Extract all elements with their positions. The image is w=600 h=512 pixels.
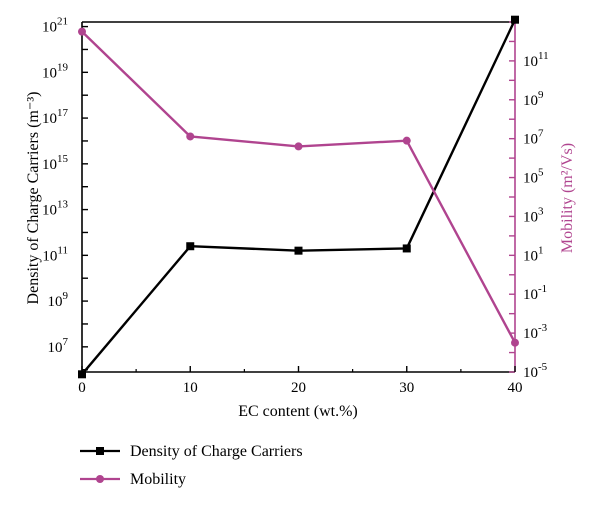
- data-point-mobility: [402, 136, 411, 145]
- data-point-density-of-charge-carriers: [511, 15, 519, 24]
- left-tick-label: 107: [48, 336, 69, 356]
- data-point-mobility: [186, 132, 195, 141]
- legend-label-density: Density of Charge Carriers: [130, 443, 303, 460]
- data-point-density-of-charge-carriers: [402, 244, 411, 253]
- x-tick-label: 20: [291, 380, 306, 396]
- x-tick-label: 10: [183, 380, 198, 396]
- right-tick-label: 109: [523, 89, 544, 109]
- left-tick-label: 1019: [42, 61, 69, 81]
- left-tick-label: 1015: [42, 153, 69, 173]
- legend-entry-mobility: Mobility: [80, 471, 186, 488]
- legend: Density of Charge Carriers Mobility: [80, 443, 303, 488]
- legend-entry-density: Density of Charge Carriers: [80, 443, 303, 460]
- legend-marker-mobility: [96, 475, 104, 483]
- series-line-density-of-charge-carriers: [81, 19, 517, 376]
- right-tick-label: 10-3: [523, 322, 548, 342]
- right-tick-label: 107: [523, 128, 544, 148]
- right-y-axis-title: Mobility (m²/Vs): [559, 143, 576, 253]
- left-tick-label: 109: [48, 290, 69, 310]
- left-tick-label: 1017: [42, 107, 69, 127]
- legend-label-mobility: Mobility: [130, 471, 186, 488]
- data-point-density-of-charge-carriers: [294, 246, 303, 255]
- series: [78, 15, 519, 379]
- right-tick-label: 101: [523, 244, 544, 264]
- data-point-density-of-charge-carriers: [186, 242, 195, 251]
- data-point-mobility: [294, 142, 303, 151]
- data-point-mobility: [511, 338, 519, 347]
- x-axis-ticks: 0 10 20 30 40: [78, 366, 523, 396]
- axes: [81, 21, 516, 373]
- right-tick-label: 1011: [523, 50, 549, 70]
- left-tick-label: 1013: [42, 199, 69, 219]
- left-tick-label: 1021: [42, 16, 68, 36]
- left-y-axis-title: Density of Charge Carriers (m⁻³): [25, 92, 42, 305]
- x-tick-label: 30: [399, 380, 414, 396]
- x-tick-label: 0: [78, 380, 86, 396]
- legend-marker-density: [96, 447, 104, 455]
- data-point-density-of-charge-carriers: [78, 370, 86, 379]
- left-y-axis-ticks: 107 109 1011 1013 1015 1017 1019 1021: [42, 16, 88, 371]
- right-tick-label: 10-1: [523, 283, 547, 303]
- right-tick-label: 105: [523, 167, 544, 187]
- left-tick-label: 1011: [42, 244, 68, 264]
- x-tick-label: 40: [508, 380, 523, 396]
- data-point-mobility: [78, 27, 86, 36]
- x-axis-title: EC content (wt.%): [238, 403, 358, 420]
- right-tick-label: 10-5: [523, 361, 548, 381]
- right-tick-label: 103: [523, 205, 544, 225]
